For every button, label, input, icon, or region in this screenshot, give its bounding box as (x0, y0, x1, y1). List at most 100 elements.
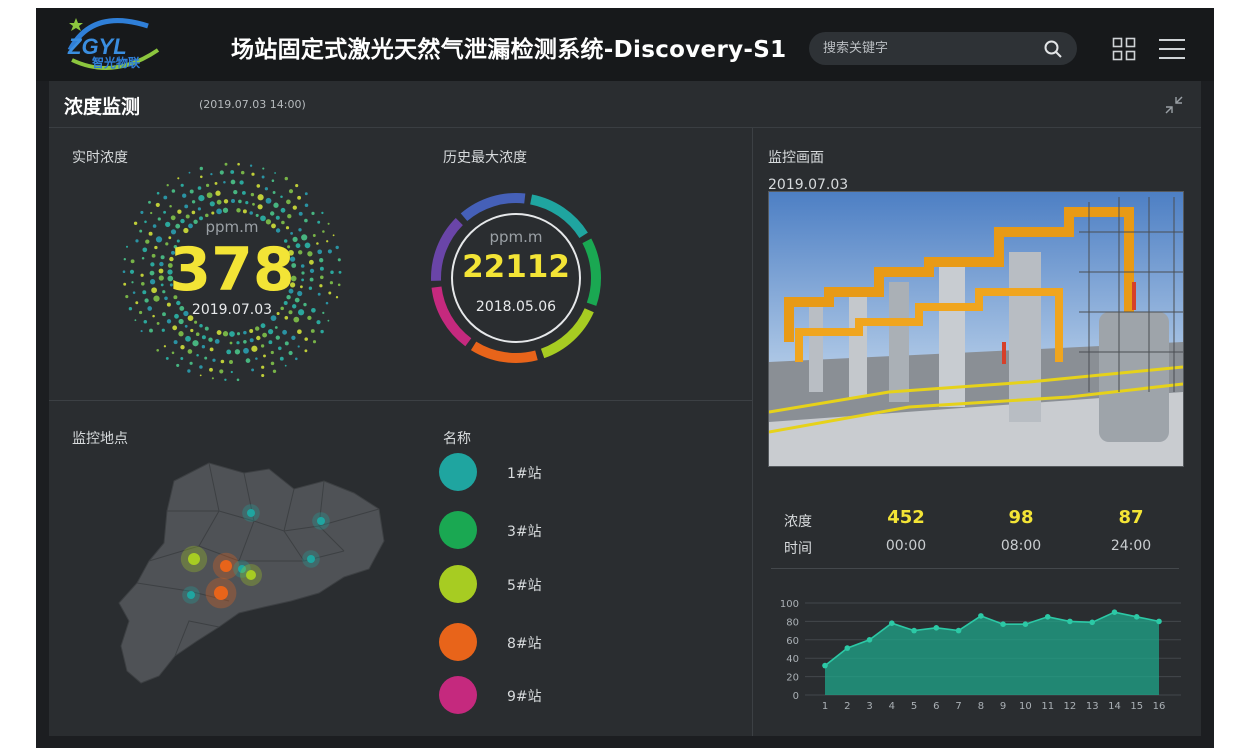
ring-dot (292, 304, 297, 309)
data-point[interactable] (1000, 621, 1006, 627)
data-point[interactable] (1022, 621, 1029, 627)
ring-dot (256, 335, 261, 341)
ring-dot (163, 195, 168, 200)
ring-dot (284, 364, 287, 367)
concentration-panel: 浓度监测 (2019.07.03 14:00) 实时浓度 ppm.m 378 2… (49, 81, 1201, 736)
data-point[interactable] (866, 637, 873, 643)
data-point[interactable] (844, 645, 851, 651)
ring-dot (222, 331, 229, 337)
ring-dot (297, 329, 302, 335)
data-point[interactable] (1044, 614, 1051, 620)
ring-dot (249, 211, 253, 215)
ring-dot (199, 323, 203, 328)
ring-dot (156, 321, 160, 325)
ring-dot (293, 316, 300, 323)
ring-dot (288, 288, 294, 294)
search-icon[interactable] (1043, 39, 1063, 59)
data-point[interactable] (955, 627, 962, 634)
data-point[interactable] (1156, 618, 1162, 625)
data-point[interactable] (933, 625, 940, 631)
data-point[interactable] (1133, 614, 1140, 620)
ring-dot (263, 354, 266, 358)
data-point[interactable] (822, 662, 828, 669)
ring-dot (158, 268, 164, 274)
data-point[interactable] (911, 627, 917, 634)
station-marker[interactable] (238, 565, 246, 573)
ring-dot (149, 328, 153, 333)
ring-dot (150, 262, 155, 267)
ring-dot (309, 259, 314, 265)
province-map[interactable] (79, 451, 389, 691)
grid-view-icon[interactable] (1112, 37, 1136, 61)
ring-dot (286, 199, 291, 205)
search-box[interactable] (809, 32, 1077, 65)
ring-dot (214, 339, 220, 344)
ring-dot (173, 245, 178, 249)
ring-dot (219, 170, 224, 175)
ring-dot (135, 301, 139, 305)
ring-dot (229, 331, 235, 337)
panel-title: 浓度监测 (64, 96, 141, 118)
ring-dot (317, 249, 323, 255)
ring-dot (288, 189, 294, 194)
ring-dot (243, 347, 249, 354)
station-legend-item[interactable]: 1#站 (439, 453, 639, 493)
station-marker[interactable] (307, 555, 315, 563)
ring-dot (166, 319, 172, 324)
station-legend-item[interactable]: 5#站 (439, 565, 639, 605)
menu-icon[interactable] (1159, 38, 1185, 60)
ring-dot (289, 282, 296, 288)
station-legend-item[interactable]: 3#站 (439, 511, 639, 551)
x-tick-label: 12 (1064, 701, 1077, 712)
data-point[interactable] (978, 613, 984, 619)
stat-value-1: 452 (887, 507, 925, 528)
ring-dot (309, 277, 314, 282)
station-marker[interactable] (220, 560, 232, 572)
station-marker[interactable] (247, 509, 255, 517)
ring-dot (197, 207, 201, 211)
ring-dot (178, 331, 184, 337)
station-marker[interactable] (214, 586, 228, 600)
ring-dot (236, 332, 241, 336)
ring-dot (287, 245, 291, 249)
ring-dot (135, 239, 139, 243)
ring-dot (183, 227, 189, 234)
ring-dot (210, 172, 213, 176)
search-input[interactable] (823, 32, 1023, 65)
ring-dot (264, 187, 269, 191)
ring-dot (251, 345, 258, 352)
station-marker[interactable] (187, 591, 195, 599)
data-point[interactable] (1111, 609, 1118, 615)
station-marker[interactable] (317, 517, 325, 525)
ring-dot (216, 199, 222, 205)
ring-dot (307, 315, 312, 321)
ring-dot (289, 256, 296, 262)
ring-dot (140, 273, 144, 277)
ring-dot (144, 220, 147, 224)
ring-dot (163, 345, 167, 348)
ring-dot (211, 377, 214, 380)
data-point[interactable] (1089, 619, 1095, 626)
data-point[interactable] (1067, 618, 1073, 625)
station-marker[interactable] (188, 553, 200, 565)
ring-dot (155, 202, 160, 207)
history-max-unit: ppm.m (489, 228, 543, 246)
station-marker[interactable] (246, 570, 256, 580)
data-point[interactable] (889, 620, 895, 626)
station-legend-item[interactable]: 9#站 (439, 676, 639, 716)
time-label: 时间 (784, 541, 812, 557)
ring-dot (303, 302, 307, 307)
ring-dot (145, 239, 150, 244)
ring-dot (262, 167, 265, 170)
ring-dot (301, 271, 305, 275)
ring-dot (320, 329, 324, 334)
camera-feed[interactable] (768, 191, 1184, 467)
station-legend-item[interactable]: 8#站 (439, 623, 639, 663)
ring-dot (164, 296, 168, 301)
ring-dot (187, 349, 193, 354)
ring-dot (201, 335, 206, 340)
ring-dot (142, 290, 147, 295)
ring-dot (316, 320, 321, 325)
ring-dot (261, 373, 265, 378)
collapse-icon[interactable] (1164, 95, 1184, 115)
